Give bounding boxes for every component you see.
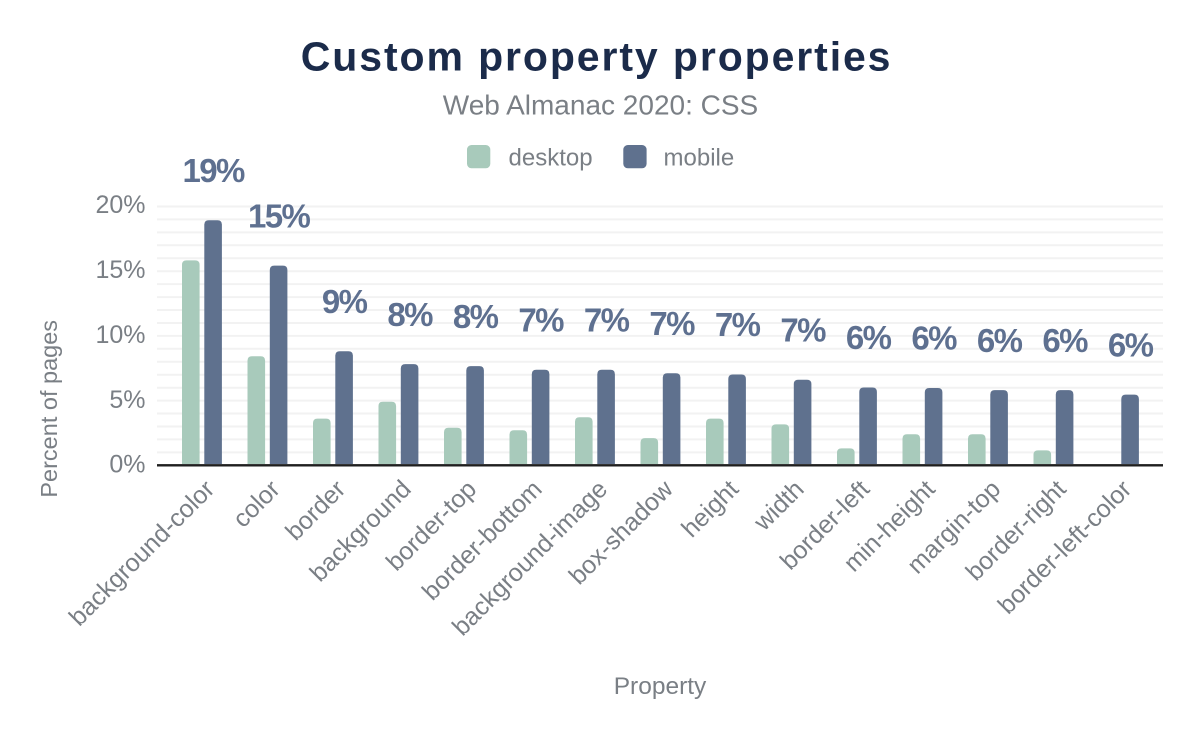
svg-text:8%: 8% <box>453 298 499 335</box>
svg-text:6%: 6% <box>911 320 957 357</box>
svg-text:15%: 15% <box>248 197 311 234</box>
svg-text:6%: 6% <box>977 322 1023 359</box>
svg-text:7%: 7% <box>715 306 761 343</box>
svg-text:desktop: desktop <box>509 144 593 171</box>
svg-text:8%: 8% <box>387 296 433 333</box>
svg-text:Web Almanac 2020: CSS: Web Almanac 2020: CSS <box>443 90 758 121</box>
svg-text:9%: 9% <box>322 283 368 320</box>
svg-text:20%: 20% <box>95 191 145 219</box>
svg-text:5%: 5% <box>109 386 145 414</box>
svg-text:7%: 7% <box>649 305 695 342</box>
svg-text:mobile: mobile <box>664 144 735 171</box>
svg-text:7%: 7% <box>780 311 826 348</box>
svg-text:6%: 6% <box>1108 326 1154 363</box>
svg-text:7%: 7% <box>584 302 630 339</box>
svg-text:10%: 10% <box>95 321 145 349</box>
svg-text:6%: 6% <box>846 319 892 356</box>
svg-text:7%: 7% <box>518 302 564 339</box>
svg-text:0%: 0% <box>109 451 145 479</box>
svg-text:6%: 6% <box>1042 322 1088 359</box>
svg-text:19%: 19% <box>182 152 245 189</box>
svg-text:Custom property properties: Custom property properties <box>301 34 893 80</box>
svg-text:15%: 15% <box>95 256 145 284</box>
svg-text:Property: Property <box>614 673 707 700</box>
svg-text:Percent of pages: Percent of pages <box>36 320 62 498</box>
